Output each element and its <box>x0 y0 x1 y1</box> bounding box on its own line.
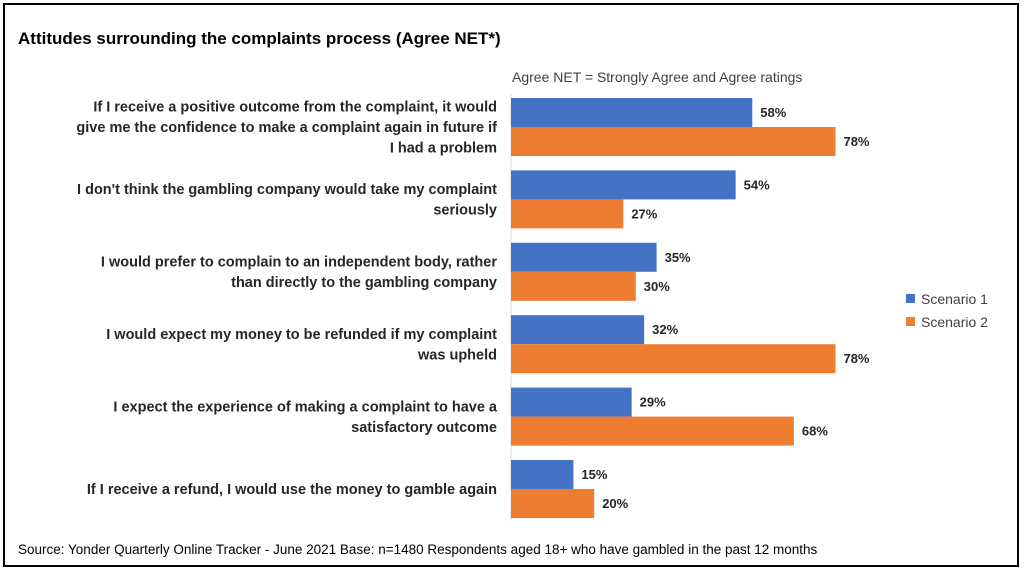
data-label-scenario-1-0: 58% <box>760 105 786 120</box>
category-label-line: If I receive a positive outcome from the… <box>93 100 497 116</box>
data-label-scenario-1-5: 15% <box>581 467 607 482</box>
data-label-scenario-1-1: 54% <box>744 177 770 192</box>
chart-subtitle: Agree NET = Strongly Agree and Agree rat… <box>512 69 803 85</box>
bar-scenario-2-4 <box>511 416 794 446</box>
category-label-line: give me the confidence to make a complai… <box>76 120 497 136</box>
data-label-scenario-2-3: 78% <box>843 351 869 366</box>
bar-scenario-1-2 <box>511 242 657 272</box>
data-label-scenario-2-0: 78% <box>843 134 869 149</box>
bar-scenario-2-2 <box>511 271 636 301</box>
category-label-line: satisfactory outcome <box>351 420 497 436</box>
legend-label-scenario-2: Scenario 2 <box>921 313 988 330</box>
category-label-line: I expect the experience of making a comp… <box>113 399 498 415</box>
data-label-scenario-2-5: 20% <box>602 496 628 511</box>
category-label-line: was upheld <box>417 347 497 363</box>
legend: Scenario 1 Scenario 2 <box>906 287 988 333</box>
source-note: Source: Yonder Quarterly Online Tracker … <box>18 542 818 557</box>
category-label-line: If I receive a refund, I would use the m… <box>87 482 497 498</box>
bar-scenario-2-1 <box>511 199 624 229</box>
bar-scenario-1-1 <box>511 170 736 200</box>
data-label-scenario-1-3: 32% <box>652 322 678 337</box>
chart-title: Attitudes surrounding the complaints pro… <box>18 29 501 48</box>
category-label-5: If I receive a refund, I would use the m… <box>87 482 497 498</box>
legend-swatch-scenario-1 <box>906 294 915 303</box>
category-label-line: seriously <box>433 203 497 219</box>
data-label-scenario-2-4: 68% <box>802 424 828 439</box>
bar-scenario-1-5 <box>511 460 574 489</box>
category-label-line: I don't think the gambling company would… <box>77 182 497 198</box>
data-label-scenario-1-4: 29% <box>640 395 666 410</box>
bar-scenario-1-3 <box>511 315 645 345</box>
category-label-3: I would expect my money to be refunded i… <box>106 327 497 364</box>
category-label-line: I would prefer to complain to an indepen… <box>101 255 497 271</box>
bar-scenario-1-0 <box>511 98 753 127</box>
bar-scenario-2-3 <box>511 344 836 374</box>
category-label-4: I expect the experience of making a comp… <box>113 399 498 436</box>
category-label-2: I would prefer to complain to an indepen… <box>101 255 497 292</box>
data-label-scenario-2-2: 30% <box>644 279 670 294</box>
category-label-1: I don't think the gambling company would… <box>77 182 497 219</box>
bar-scenario-2-0 <box>511 127 836 156</box>
category-label-0: If I receive a positive outcome from the… <box>76 100 497 157</box>
bar-scenario-2-5 <box>511 489 595 518</box>
legend-item-scenario-1: Scenario 1 <box>906 287 988 310</box>
bar-scenario-1-4 <box>511 387 632 417</box>
legend-swatch-scenario-2 <box>906 317 915 326</box>
data-label-scenario-1-2: 35% <box>665 250 691 265</box>
legend-label-scenario-1: Scenario 1 <box>921 290 988 307</box>
category-label-line: I would expect my money to be refunded i… <box>106 327 497 343</box>
data-label-scenario-2-1: 27% <box>631 206 657 221</box>
category-label-line: than directly to the gambling company <box>231 275 497 291</box>
category-label-line: I had a problem <box>390 141 497 157</box>
legend-item-scenario-2: Scenario 2 <box>906 310 988 333</box>
